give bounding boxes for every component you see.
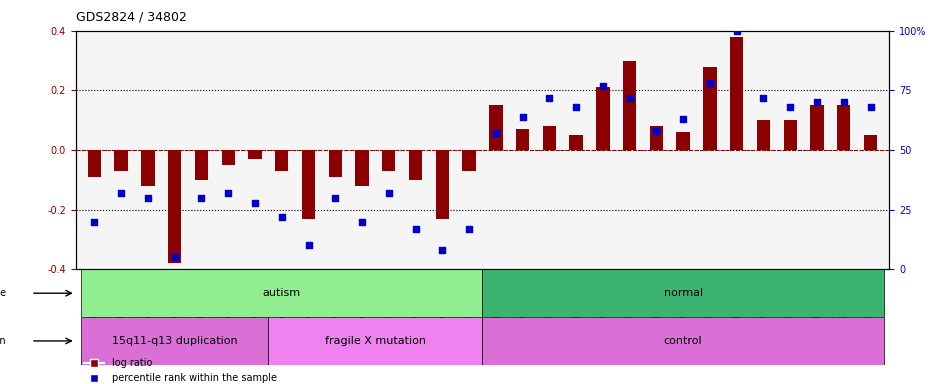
Point xyxy=(863,104,878,110)
Bar xyxy=(783,120,797,150)
Point xyxy=(595,83,610,89)
Point xyxy=(729,28,745,34)
Bar xyxy=(269,317,482,365)
Point xyxy=(756,94,771,101)
Point xyxy=(462,226,477,232)
Point xyxy=(381,190,396,196)
Point xyxy=(782,104,797,110)
Bar xyxy=(703,66,717,150)
Point xyxy=(274,214,289,220)
Legend: log ratio, percentile rank within the sample: log ratio, percentile rank within the sa… xyxy=(80,354,281,384)
Point xyxy=(702,80,717,86)
Bar xyxy=(596,88,609,150)
Text: autism: autism xyxy=(263,288,301,298)
Point xyxy=(248,199,263,205)
Bar xyxy=(275,150,289,171)
Point xyxy=(622,94,638,101)
Point xyxy=(810,99,825,105)
Text: disease state: disease state xyxy=(0,288,7,298)
Point xyxy=(355,218,370,225)
Bar xyxy=(489,105,502,150)
Bar xyxy=(356,150,369,186)
Text: 15q11-q13 duplication: 15q11-q13 duplication xyxy=(112,336,237,346)
Text: control: control xyxy=(664,336,703,346)
Point xyxy=(140,195,155,201)
Point xyxy=(836,99,851,105)
Point xyxy=(194,195,209,201)
Bar xyxy=(221,150,235,165)
Point xyxy=(114,190,129,196)
Bar xyxy=(811,105,824,150)
Text: normal: normal xyxy=(663,288,703,298)
Bar xyxy=(382,150,395,171)
Point xyxy=(167,254,183,260)
Bar xyxy=(864,135,877,150)
Text: GDS2824 / 34802: GDS2824 / 34802 xyxy=(76,10,186,23)
Bar xyxy=(623,61,637,150)
Bar xyxy=(328,150,342,177)
Point xyxy=(515,114,530,120)
Point xyxy=(675,116,691,122)
Bar xyxy=(88,150,101,177)
Point xyxy=(408,226,423,232)
Point xyxy=(327,195,342,201)
Bar xyxy=(516,129,530,150)
Bar xyxy=(141,150,154,186)
Bar xyxy=(676,132,690,150)
Point xyxy=(488,130,503,136)
Point xyxy=(301,242,316,248)
Bar xyxy=(569,135,583,150)
Point xyxy=(542,94,557,101)
Bar xyxy=(302,150,315,218)
Bar xyxy=(114,150,128,171)
Bar xyxy=(168,150,182,263)
Bar xyxy=(409,150,422,180)
Point xyxy=(569,104,584,110)
Bar xyxy=(81,269,482,317)
Bar xyxy=(757,120,770,150)
Text: fragile X mutation: fragile X mutation xyxy=(324,336,426,346)
Point xyxy=(87,218,102,225)
Bar xyxy=(730,37,744,150)
Bar xyxy=(482,269,884,317)
Bar xyxy=(837,105,850,150)
Bar xyxy=(650,126,663,150)
Bar xyxy=(463,150,476,171)
Bar xyxy=(248,150,262,159)
Text: genotype/variation: genotype/variation xyxy=(0,336,7,346)
Bar xyxy=(482,317,884,365)
Point xyxy=(435,247,450,253)
Bar xyxy=(81,317,269,365)
Bar xyxy=(435,150,449,218)
Bar xyxy=(543,126,556,150)
Point xyxy=(649,128,664,134)
Bar xyxy=(195,150,208,180)
Point xyxy=(220,190,236,196)
